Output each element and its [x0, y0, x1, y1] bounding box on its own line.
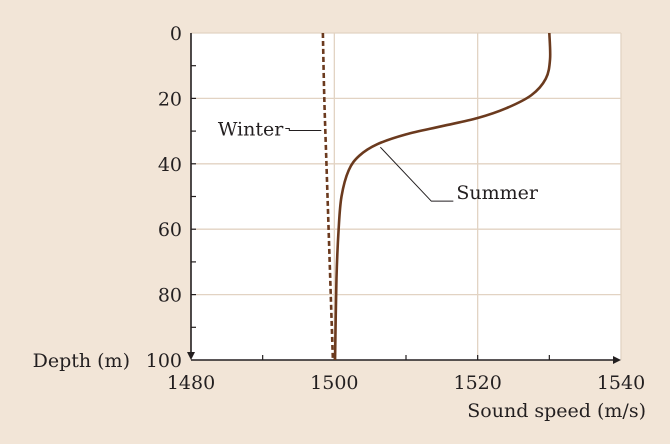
series-line-winter	[321, 32, 335, 361]
annotation-leader-summer	[379, 146, 454, 202]
y-tick-label: 0	[170, 23, 182, 45]
annotation-label-summer: Summer	[456, 182, 539, 204]
series-line-summer	[333, 32, 552, 361]
x-tick-label: 1520	[453, 372, 501, 394]
grid	[191, 32, 622, 360]
y-tick-label: 80	[158, 285, 182, 307]
y-tick-label: 100	[146, 350, 182, 372]
y-tick-label: 60	[158, 219, 182, 241]
series-lines	[321, 32, 552, 361]
annotation-label-winter: Winter	[218, 118, 284, 140]
y-axis-arrow	[187, 352, 195, 360]
annotation-leader-winter	[285, 127, 322, 131]
y-tick-label: 20	[158, 88, 182, 110]
y-tick-label: 40	[158, 154, 182, 176]
annotations: Winter Summer	[218, 118, 539, 204]
x-tick-label: 1540	[597, 372, 645, 394]
x-axis-arrow	[613, 356, 621, 364]
x-tick-label: 1500	[310, 372, 358, 394]
y-axis-label: Depth (m)	[33, 350, 130, 372]
x-tick-label: 1480	[167, 372, 215, 394]
x-axis-label: Sound speed (m/s)	[467, 400, 646, 422]
plot-area	[191, 33, 621, 360]
